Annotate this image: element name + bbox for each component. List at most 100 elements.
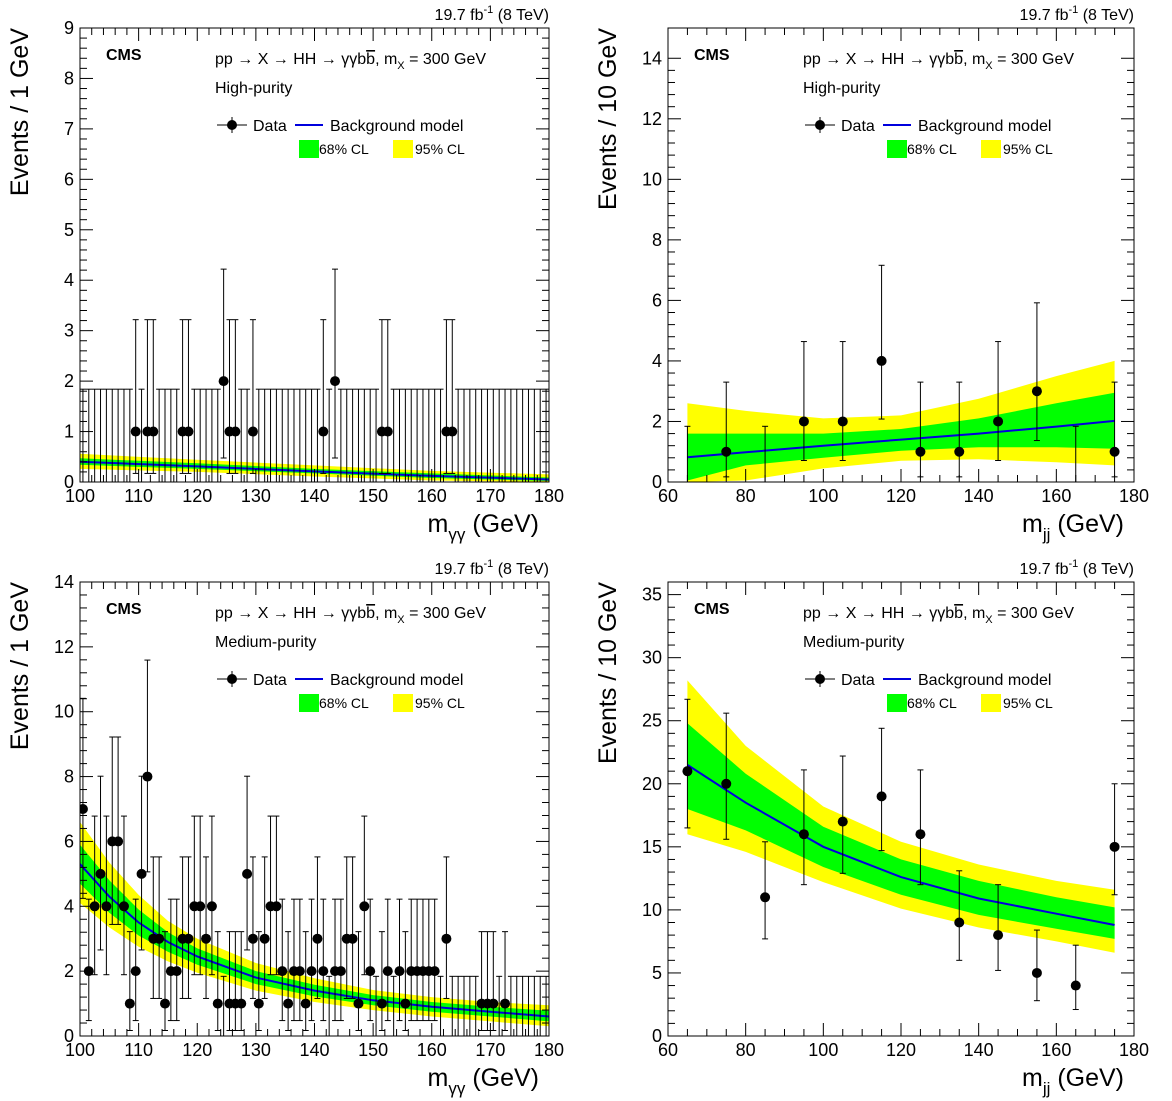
data-point: [376, 998, 387, 1009]
data-point: [682, 766, 693, 777]
data-point: [954, 446, 965, 457]
lumi-label-part: 19.7 fb: [1020, 561, 1069, 578]
x-axis-title-part: m: [428, 510, 449, 538]
data-points: [80, 659, 549, 1036]
process-label-part: pp → X → HH → γγb: [215, 51, 366, 68]
data-point: [400, 998, 411, 1009]
y-tick-label: 4: [64, 270, 74, 290]
data-point: [721, 778, 732, 789]
chart-panel-4: 60 80 100 120 140 160 180 0 5 10 15 20 25 30 35 19.7 fb…: [594, 558, 1149, 1098]
data-point: [259, 933, 270, 944]
cms-label-part: CMS: [106, 47, 142, 64]
legend-95-swatch: [393, 694, 413, 712]
x-tick-label: 130: [241, 1040, 271, 1060]
cms-label-part: CMS: [694, 601, 730, 618]
category-label-part: Medium-purity: [215, 634, 316, 651]
legend-bkg-label: Background model: [918, 118, 1051, 135]
y-tick-label: 20: [642, 774, 662, 794]
lumi-label-part: 19.7 fb: [435, 561, 484, 578]
lumi-label-part: -1: [1068, 4, 1078, 16]
band-95-cl: [687, 680, 1115, 953]
x-tick-label: 100: [65, 1040, 95, 1060]
data-point: [993, 416, 1004, 427]
data-point: [236, 998, 247, 1009]
category-label: Medium-purity: [803, 634, 904, 651]
y-tick-label: 1: [64, 422, 74, 442]
lumi-label-part: (8 TeV): [493, 7, 549, 24]
data-point: [1109, 841, 1120, 852]
process-label-part: b: [366, 51, 375, 68]
plot-area: [682, 680, 1120, 1011]
y-axis-title: Events / 10 GeV: [594, 582, 622, 764]
y-tick-label: 35: [642, 585, 662, 605]
x-tick-label: 180: [1119, 486, 1149, 506]
data-point: [915, 829, 926, 840]
lumi-label-part: (8 TeV): [1078, 7, 1134, 24]
y-tick-label: 6: [64, 169, 74, 189]
legend-bkg-label: Background model: [918, 672, 1051, 689]
y-tick-label: 0: [64, 472, 74, 492]
x-axis-title-part: jj: [1042, 1079, 1051, 1098]
category-label-part: High-purity: [803, 80, 880, 97]
x-tick-label: 120: [886, 486, 916, 506]
y-tick-label: 5: [652, 963, 662, 983]
band-68-cl: [80, 844, 549, 1022]
x-tick-label: 100: [808, 1040, 838, 1060]
y-tick-label: 12: [642, 109, 662, 129]
cms-label-part: CMS: [694, 47, 730, 64]
lumi-label-part: (8 TeV): [1078, 561, 1134, 578]
legend-bkg-label-part: Background model: [330, 672, 463, 689]
y-tick-label: 2: [64, 961, 74, 981]
y-tick-label: 4: [652, 351, 662, 371]
data-points: [80, 268, 549, 482]
x-tick-label: 170: [475, 1040, 505, 1060]
x-tick-label: 100: [808, 486, 838, 506]
data-point: [798, 829, 809, 840]
legend-95-swatch: [981, 140, 1001, 158]
data-point: [171, 966, 182, 977]
data-point: [915, 446, 926, 457]
process-label: pp → X → HH → γγbb, mX = 300 GeV: [803, 605, 1074, 626]
data-point: [382, 966, 393, 977]
data-points: [684, 264, 1120, 482]
process-label-part: X: [985, 614, 993, 626]
x-tick-label: 100: [65, 486, 95, 506]
category-label: High-purity: [803, 80, 880, 97]
legend-data-label-part: Data: [253, 118, 287, 135]
legend-68-label-part: 68% CL: [319, 695, 369, 711]
process-label-part: b: [954, 605, 963, 622]
x-tick-label: 120: [182, 1040, 212, 1060]
legend-68-label: 68% CL: [907, 141, 957, 157]
y-tick-label: 14: [642, 48, 662, 68]
data-point: [335, 966, 346, 977]
y-tick-label: 14: [54, 572, 74, 592]
x-axis-title-part: (GeV): [1050, 1064, 1124, 1092]
lumi-label-part: -1: [1068, 558, 1078, 570]
x-tick-label: 140: [299, 1040, 329, 1060]
cms-label: CMS: [694, 601, 730, 618]
y-tick-label: 7: [64, 119, 74, 139]
y-tick-label: 6: [652, 290, 662, 310]
x-axis-title: mγγ (GeV): [428, 1064, 539, 1098]
legend-68-label: 68% CL: [319, 141, 369, 157]
data-point: [101, 901, 112, 912]
data-point: [130, 426, 141, 437]
process-label-part: pp → X → HH → γγb: [803, 605, 954, 622]
legend-data-label-part: Data: [253, 672, 287, 689]
data-points: [682, 698, 1120, 1011]
cms-label: CMS: [106, 601, 142, 618]
legend-bkg-label-part: Background model: [330, 118, 463, 135]
background-model-curve: [686, 764, 1115, 926]
legend-data-label: Data: [841, 118, 875, 135]
data-point: [148, 426, 159, 437]
category-label-part: Medium-purity: [803, 634, 904, 651]
x-axis-title-part: jj: [1042, 525, 1051, 544]
x-tick-label: 120: [886, 1040, 916, 1060]
y-tick-label: 5: [64, 220, 74, 240]
process-label: pp → X → HH → γγbb, mX = 300 GeV: [215, 51, 486, 72]
legend-95-swatch: [393, 140, 413, 158]
y-tick-label: 2: [64, 371, 74, 391]
legend-bkg-label-part: Background model: [918, 672, 1051, 689]
lumi-label-part: -1: [483, 4, 493, 16]
data-point: [488, 998, 499, 1009]
